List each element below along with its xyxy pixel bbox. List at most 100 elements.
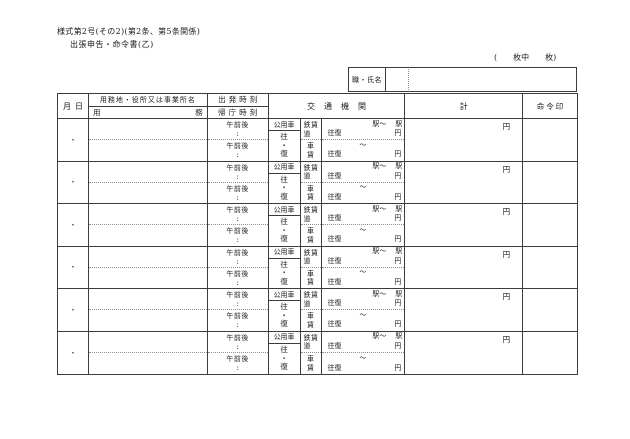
return-char: 復 bbox=[280, 149, 288, 159]
return-time-blank: 午前後 : bbox=[208, 353, 268, 374]
outbound-char: 往 bbox=[280, 217, 288, 227]
car-route-blank: 〜 往復 円 bbox=[322, 183, 405, 203]
cell-order-seal-blank bbox=[523, 204, 577, 246]
return-char: 復 bbox=[280, 319, 288, 329]
name-box: 職・氏名 bbox=[348, 67, 577, 92]
roundtrip-label: 往復 bbox=[327, 320, 342, 329]
car-fare-chars: 車賃 bbox=[307, 312, 315, 329]
yen-label: 円 bbox=[394, 341, 402, 350]
outbound-char: 往 bbox=[280, 345, 288, 355]
return-char: 復 bbox=[280, 362, 288, 372]
tilde-line: 〜 bbox=[322, 141, 405, 151]
business-lower-blank bbox=[89, 310, 207, 330]
rail-fare-chars: 鉄道 bbox=[303, 248, 311, 266]
ampm-label: 午前後 bbox=[226, 227, 249, 236]
roundtrip-line: 往復 円 bbox=[322, 342, 405, 352]
middle-dot: ・ bbox=[280, 183, 288, 193]
car-fare-label: 車賃 bbox=[301, 268, 321, 288]
cell-route: 駅〜 駅 往復 円 〜 往復 円 bbox=[321, 289, 406, 331]
time-colon: : bbox=[236, 151, 239, 160]
roundtrip-label: 往復 bbox=[327, 235, 342, 244]
rail-route-blank: 駅〜 駅 往復 円 bbox=[321, 119, 405, 141]
cell-month-day: ・ bbox=[58, 204, 89, 246]
fare-suffix-char: 賃 bbox=[311, 206, 319, 214]
station-from-label: 駅〜 bbox=[372, 119, 387, 128]
roundtrip-label: 往復 bbox=[327, 192, 342, 201]
roundtrip-label: 往復 bbox=[327, 363, 342, 372]
cell-route: 駅〜 駅 往復 円 〜 往復 円 bbox=[321, 246, 406, 288]
time-colon: : bbox=[236, 236, 239, 245]
outbound-return-label: 往 ・ 復 bbox=[269, 344, 300, 375]
cell-official-car: 公用車 往 ・ 復 bbox=[268, 119, 301, 161]
cell-times: 午前後 : 午前後 : bbox=[207, 289, 269, 331]
yen-label: 円 bbox=[502, 122, 511, 131]
tilde-label: 〜 bbox=[359, 354, 367, 363]
rail-fare-chars: 鉄道 bbox=[303, 206, 311, 223]
cell-total-blank: 円 bbox=[405, 289, 524, 331]
return-char: 復 bbox=[280, 234, 288, 244]
rail-route-blank: 駅〜 駅 往復 円 bbox=[321, 204, 405, 226]
car-route-blank: 〜 往復 円 bbox=[322, 140, 405, 160]
station-line: 駅〜 駅 bbox=[322, 120, 405, 130]
car-fare-chars: 車賃 bbox=[307, 355, 315, 372]
roundtrip-label: 往復 bbox=[327, 171, 342, 180]
header-total: 計 bbox=[405, 94, 524, 118]
outbound-char: 往 bbox=[280, 132, 288, 142]
place-upper-blank bbox=[88, 204, 207, 226]
cell-route: 駅〜 駅 往復 円 〜 往復 円 bbox=[321, 204, 406, 246]
place-upper-blank bbox=[88, 162, 207, 183]
name-label: 職・氏名 bbox=[349, 68, 386, 91]
cell-total-blank: 円 bbox=[405, 246, 524, 288]
fare-suffix-char: 賃 bbox=[311, 163, 319, 172]
ampm-label: 午前後 bbox=[226, 269, 249, 278]
table-body: ・ 午前後 : 午前後 : 公用車 往 ・ 復 鉄道賃 bbox=[58, 119, 577, 374]
cell-times: 午前後 : 午前後 : bbox=[207, 119, 269, 161]
station-to-label: 駅 bbox=[395, 204, 403, 213]
departure-time-blank: 午前後 : bbox=[207, 332, 268, 354]
cell-route: 駅〜 駅 往復 円 〜 往復 円 bbox=[321, 161, 406, 203]
roundtrip-line: 往復 円 bbox=[322, 214, 405, 224]
form-number: 様式第2号(その2)(第2条、第5条関係) bbox=[57, 27, 201, 36]
time-colon: : bbox=[236, 172, 239, 181]
car-fare-label: 車賃 bbox=[301, 183, 321, 203]
car-fare-chars: 車賃 bbox=[307, 184, 315, 202]
header-month-day: 月 日 bbox=[58, 94, 89, 118]
roundtrip-label: 往復 bbox=[327, 256, 342, 265]
departure-time-blank: 午前後 : bbox=[207, 289, 268, 311]
car-route-blank: 〜 往復 円 bbox=[322, 353, 405, 374]
outbound-return-label: 往 ・ 復 bbox=[269, 301, 300, 331]
yen-label: 円 bbox=[394, 299, 402, 308]
cell-order-seal-blank bbox=[523, 247, 577, 289]
cell-order-seal-blank bbox=[523, 162, 577, 204]
table-row: ・ 午前後 : 午前後 : 公用車 往 ・ 復 鉄道賃 bbox=[58, 331, 577, 375]
station-from-label: 駅〜 bbox=[372, 289, 387, 298]
time-colon: : bbox=[236, 130, 239, 138]
official-car-label: 公用車 bbox=[268, 247, 300, 259]
time-colon: : bbox=[236, 300, 239, 308]
outbound-return-label: 往 ・ 復 bbox=[269, 174, 300, 204]
official-car-label: 公用車 bbox=[268, 119, 300, 131]
fare-suffix-char: 賃 bbox=[311, 291, 319, 299]
fare-suffix-char: 賃 bbox=[311, 248, 319, 257]
header-business-right: 務 bbox=[195, 107, 203, 117]
yen-label: 円 bbox=[502, 249, 511, 259]
rail-fare-label: 鉄道賃 bbox=[300, 332, 321, 354]
roundtrip-label: 往復 bbox=[327, 214, 342, 223]
return-time-blank: 午前後 : bbox=[208, 140, 268, 160]
business-lower-blank bbox=[89, 268, 207, 288]
rail-route-blank: 駅〜 駅 往復 円 bbox=[321, 332, 405, 354]
cell-month-day: ・ bbox=[58, 289, 89, 331]
tilde-line: 〜 bbox=[322, 226, 405, 236]
cell-place-business bbox=[88, 119, 208, 161]
car-fare-label: 車賃 bbox=[301, 310, 321, 330]
car-route-blank: 〜 往復 円 bbox=[322, 225, 405, 245]
ampm-label: 午前後 bbox=[226, 142, 249, 151]
table-row: ・ 午前後 : 午前後 : 公用車 往 ・ 復 鉄道賃 bbox=[58, 119, 577, 162]
rail-fare-chars: 鉄道 bbox=[303, 121, 311, 138]
return-time-blank: 午前後 : bbox=[208, 183, 268, 203]
time-colon: : bbox=[236, 278, 239, 287]
yen-label: 円 bbox=[502, 292, 511, 301]
car-fare-chars: 車賃 bbox=[307, 269, 315, 287]
place-upper-blank bbox=[88, 289, 207, 311]
roundtrip-label: 往復 bbox=[327, 341, 342, 350]
